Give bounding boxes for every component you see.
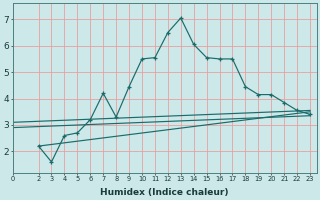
X-axis label: Humidex (Indice chaleur): Humidex (Indice chaleur) — [100, 188, 229, 197]
